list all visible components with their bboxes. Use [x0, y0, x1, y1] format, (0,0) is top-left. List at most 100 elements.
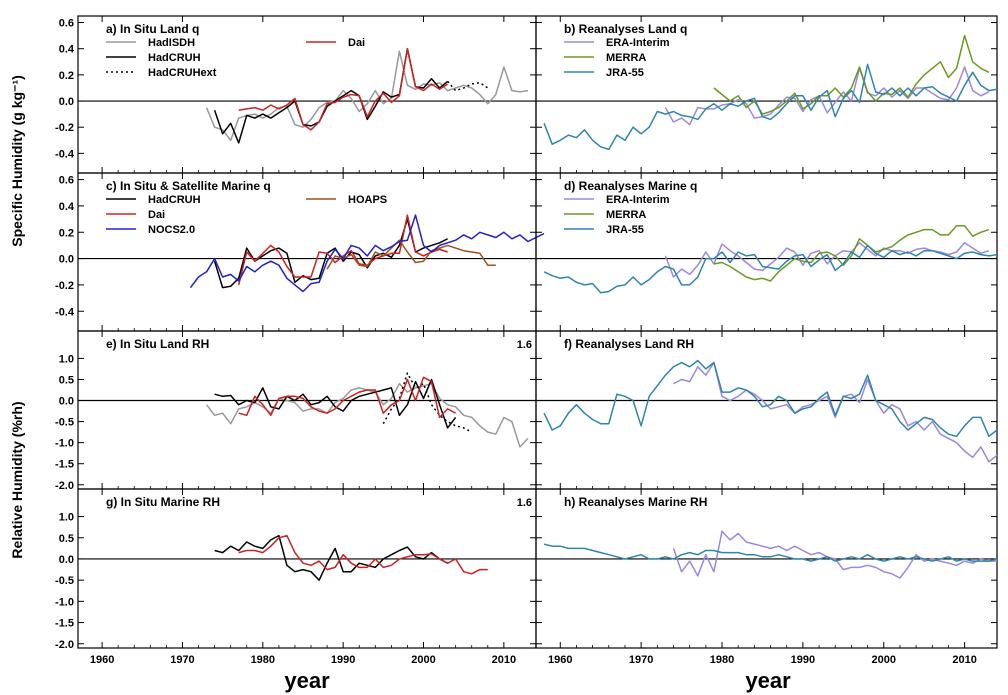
- panel-title: f) Reanalyses Land RH: [564, 337, 694, 351]
- legend-label: Dai: [148, 209, 165, 221]
- y-tick-label: -1.0: [55, 596, 74, 608]
- panel-f: f) Reanalyses Land RH: [535, 330, 998, 490]
- x-tick-label: 1960: [548, 654, 572, 666]
- series-line-hadcruh: [214, 378, 457, 429]
- legend-label: MERRA: [606, 52, 646, 64]
- legend-label: HadCRUH: [148, 194, 201, 206]
- legend-label: ERA-Interim: [606, 194, 670, 206]
- x-tick-label: 1980: [710, 654, 734, 666]
- x-tick-label: 2000: [872, 654, 896, 666]
- series-line-merra: [713, 224, 990, 282]
- y-tick-label: -2.0: [55, 480, 74, 492]
- legend-label: ERA-Interim: [606, 37, 670, 49]
- x-axis-label-left: year: [284, 668, 330, 693]
- series-line-era-interim: [673, 361, 998, 463]
- series-line-hadcruh: [214, 534, 448, 581]
- series-line-hadisdh: [206, 382, 529, 448]
- y-axis-label-specific-humidity: Specific Humidity (g kg⁻¹): [9, 75, 25, 247]
- panels-group: -0.4-0.20.00.20.40.6 a) In Situ Land qHad…: [55, 15, 998, 666]
- y-tick-label: -0.2: [55, 280, 74, 292]
- y-tick-label: 0.4: [59, 44, 75, 56]
- legend-label: HadCRUH: [148, 52, 201, 64]
- y-tick-label: -0.5: [55, 575, 74, 587]
- series-line-hadisdh: [205, 50, 529, 142]
- y-tick-label: -1.5: [55, 459, 74, 471]
- y-tick-label: 0.2: [59, 70, 74, 82]
- series-line-era-interim: [664, 66, 990, 126]
- panel-title: g) In Situ Marine RH: [106, 495, 220, 509]
- series-line-jra-55: [543, 359, 998, 438]
- legend-label: NOCS2.0: [148, 224, 195, 236]
- panel-title: c) In Situ & Satellite Marine q: [106, 179, 271, 193]
- legend-label: Dai: [348, 37, 365, 49]
- y-tick-label: 0.4: [59, 201, 75, 213]
- x-tick-label: 1970: [170, 654, 194, 666]
- legend-label: HadISDH: [148, 37, 195, 49]
- panel-corner-label: 1.6: [517, 497, 532, 509]
- y-tick-label: -0.4: [55, 306, 75, 318]
- x-axis-label-right: year: [745, 668, 791, 693]
- x-tick-label: 1960: [90, 654, 114, 666]
- y-tick-label: 0.5: [59, 374, 74, 386]
- y-tick-label: -0.5: [55, 417, 74, 429]
- series-line-dai: [238, 534, 488, 575]
- panel-title: d) Reanalyses Marine q: [564, 179, 697, 193]
- panel-corner-label: 1.6: [517, 339, 532, 351]
- x-tick-label: 1980: [251, 654, 275, 666]
- series-line-nocs2-0: [189, 214, 545, 293]
- y-tick-label: 0.0: [59, 96, 74, 108]
- series-line-era-interim: [672, 530, 997, 579]
- panel-a: -0.4-0.20.00.20.40.6 a) In Situ Land qHad…: [55, 15, 537, 174]
- x-tick-label: 1990: [791, 654, 815, 666]
- y-tick-label: -0.2: [55, 122, 74, 134]
- legend-label: HOAPS: [348, 194, 387, 206]
- y-tick-label: -2.0: [55, 639, 74, 651]
- series-line-hoaps: [326, 239, 496, 270]
- panel-frame: [77, 488, 537, 649]
- panel-e: -2.0 -1.5 -1.0 -0.5 0.0 0.5 1.0 e) In Situ Land…: [55, 330, 537, 492]
- legend-label: MERRA: [606, 209, 646, 221]
- series-line-hadcruh: [213, 47, 449, 144]
- y-tick-label: 0.0: [59, 254, 74, 266]
- series-line-dai: [238, 47, 449, 131]
- series-line-hadcruh: [213, 218, 448, 289]
- legend-label: JRA-55: [606, 224, 644, 236]
- y-tick-label: 0.0: [59, 554, 74, 566]
- x-tick-label: 2010: [952, 654, 976, 666]
- y-tick-label: 0.5: [59, 533, 74, 545]
- panel-frame: [535, 488, 998, 649]
- x-tick-label: 2000: [411, 654, 435, 666]
- legend-label: JRA-55: [606, 67, 644, 79]
- series-line-merra: [713, 34, 990, 115]
- y-tick-label: 1.0: [59, 353, 74, 365]
- y-axis-label-relative-humidity: Relative Humidity (%rh): [9, 401, 25, 558]
- series-line-dai: [238, 376, 456, 419]
- panel-g: 1960 1970 1980 1990 2000 2010 -2.0 -1.5 -1.0 -0.5…: [55, 488, 537, 666]
- y-tick-label: 0.2: [59, 227, 74, 239]
- y-tick-label: 0.6: [59, 18, 74, 30]
- panel-title: h) Reanalyses Marine RH: [564, 495, 707, 509]
- y-tick-label: 1.0: [59, 512, 74, 524]
- y-tick-label: 0.0: [59, 396, 74, 408]
- series-line-dai: [237, 214, 448, 286]
- y-tick-label: -0.4: [55, 148, 75, 160]
- panel-title: a) In Situ Land q: [106, 22, 199, 36]
- series-line-jra-55: [543, 63, 998, 151]
- series-line-jra-55: [543, 543, 998, 562]
- panel-frame: [535, 330, 998, 490]
- y-tick-label: -1.5: [55, 618, 74, 630]
- x-tick-label: 1970: [629, 654, 653, 666]
- x-tick-label: 2010: [492, 654, 516, 666]
- panel-title: e) In Situ Land RH: [106, 337, 209, 351]
- panel-title: b) Reanalyses Land q: [564, 22, 687, 36]
- y-tick-label: 0.6: [59, 175, 74, 187]
- legend-label: HadCRUHext: [148, 67, 217, 79]
- series-line-jra-55: [543, 244, 998, 294]
- panel-c: -0.4 -0.2 0.0 0.2 0.4 0.6 c) In Situ & Satelli…: [55, 172, 545, 332]
- series-line-era-interim: [664, 242, 990, 278]
- panel-h: 1960 1970 1980 1990 2000 2010 h) Reanalyses Ma…: [535, 488, 998, 666]
- y-tick-label: -1.0: [55, 438, 74, 450]
